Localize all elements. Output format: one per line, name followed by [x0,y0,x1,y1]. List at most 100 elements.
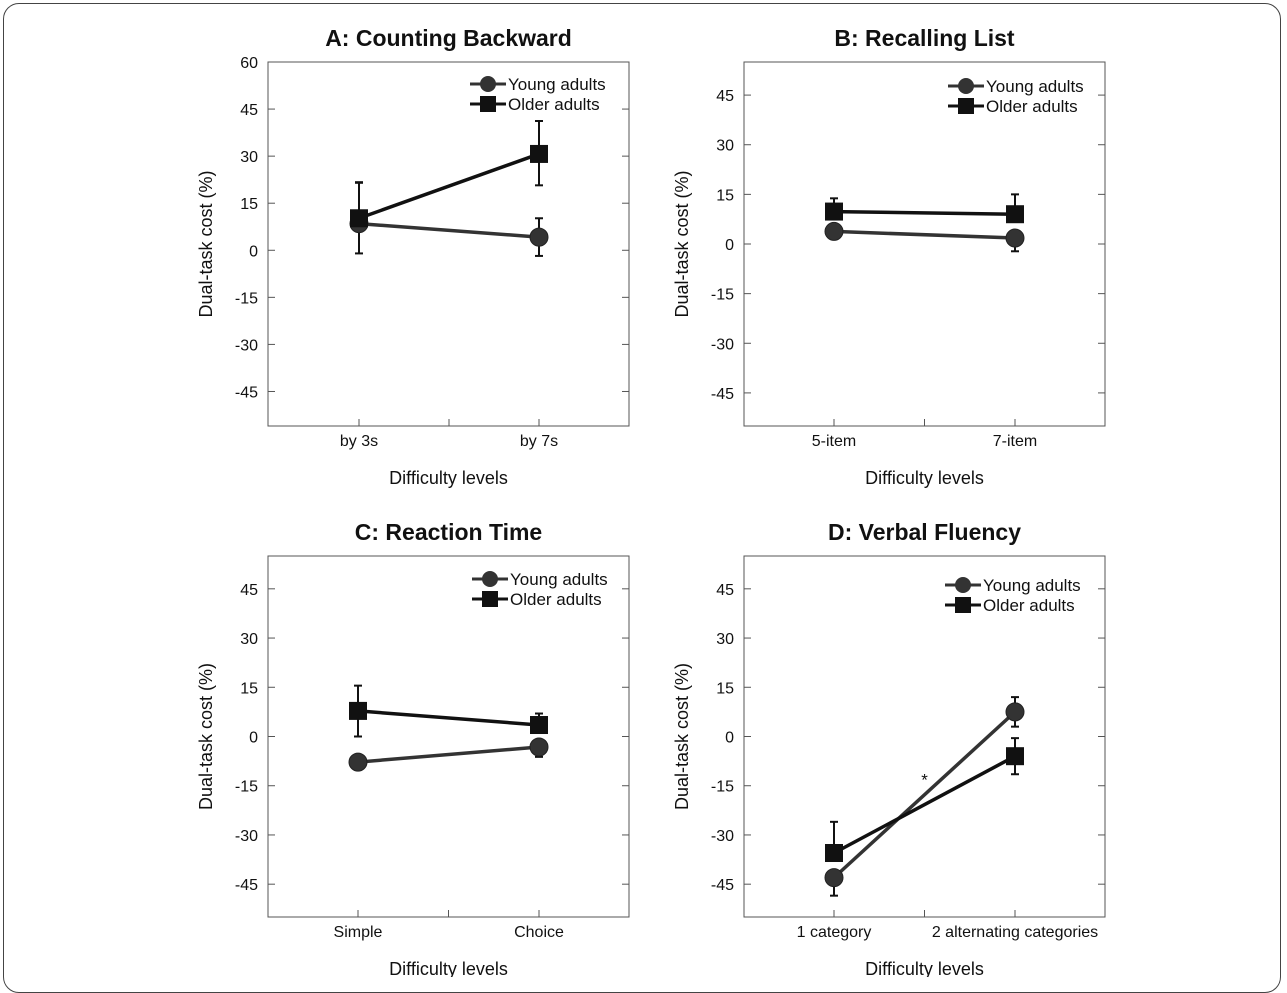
series-line [358,221,540,239]
series-line [357,709,540,727]
legend-marker-circle [482,571,498,587]
y-tick-label: 15 [240,680,258,697]
legend-label: Young adults [508,75,606,94]
legend-label: Young adults [510,570,608,589]
legend-marker-circle [958,78,974,94]
y-tick-label: 15 [716,680,734,697]
series-young-adults [348,737,549,772]
y-tick-label: -15 [711,287,734,304]
significance-marker: * [921,771,928,790]
y-tick-label: 15 [716,187,734,204]
y-tick-label: -15 [711,779,734,796]
legend-marker-square [955,597,971,613]
x-tick-label: 7-item [993,433,1037,450]
series-older-adults [825,737,1024,863]
y-tick-label: 30 [716,631,734,648]
x-axis-label: Difficulty levels [389,468,508,488]
data-point-square [350,209,368,228]
x-tick-label: 5-item [812,433,856,450]
y-axis-label: Dual-task cost (%) [196,170,216,317]
y-tick-label: 45 [716,88,734,105]
series-line [833,754,1016,855]
legend-label: Young adults [983,576,1081,595]
panel-title: C: Reaction Time [355,519,542,545]
x-tick-label: 2 alternating categories [932,924,1098,941]
y-tick-label: -45 [235,877,258,894]
legend-marker-square [480,96,496,112]
series-line [358,152,540,220]
panel-c: C: Reaction Time 45 30 15 0 -15 -30 -45 Simple Ch… [196,519,630,977]
x-tick-label: Simple [334,924,383,941]
y-tick-label: 0 [249,243,258,260]
panel-title: A: Counting Backward [325,25,572,51]
data-point-square [530,716,548,735]
x-axis-label: Difficulty levels [865,959,984,977]
series-young-adults [824,221,1025,253]
y-tick-label: -30 [711,336,734,353]
y-tick-label: 45 [240,102,258,119]
series-older-adults [349,684,548,738]
panel-title: D: Verbal Fluency [828,519,1021,545]
y-tick-label: -15 [235,290,258,307]
series-line [357,745,540,764]
plot-frame [743,61,1106,427]
x-tick-label: by 3s [340,433,378,450]
data-point-square [530,144,548,163]
legend-marker-square [958,98,974,114]
data-point-circle [348,752,368,772]
data-point-circle [824,868,844,888]
series-older-adults [350,119,548,228]
y-tick-label: -45 [235,384,258,401]
y-tick-label: 0 [725,730,734,747]
series-young-adults [349,181,549,257]
legend-label: Older adults [508,95,600,114]
data-point-circle [1005,702,1025,722]
panel-b: B: Recalling List 45 30 15 0 -15 -30 -45 5-item 7… [672,25,1106,488]
y-axis-label: Dual-task cost (%) [196,663,216,810]
data-point-circle [529,737,549,757]
x-tick-label: Choice [514,924,564,941]
series-young-adults [824,696,1025,897]
panel-a: A: Counting Backward 60 45 30 15 0 -15 -30 -45 by… [196,25,630,488]
series-line [832,710,1017,879]
panel-title: B: Recalling List [834,25,1015,51]
legend-label: Older adults [510,590,602,609]
y-tick-label: 30 [240,149,258,166]
y-axis-label: Dual-task cost (%) [672,170,692,317]
plot-frame [267,61,630,427]
y-tick-label: -45 [711,877,734,894]
x-tick-label: 1 category [797,924,872,941]
series-line [833,209,1016,216]
y-tick-label: 0 [249,730,258,747]
data-point-square [1006,747,1024,766]
data-point-square [349,701,367,720]
series-line [833,229,1016,240]
data-point-square [1006,205,1024,224]
y-axis-label: Dual-task cost (%) [672,663,692,810]
data-point-circle [824,221,844,241]
x-axis-label: Difficulty levels [865,468,984,488]
legend-label: Young adults [986,77,1084,96]
y-tick-label: 45 [240,582,258,599]
data-point-circle [529,227,549,247]
data-point-square [825,202,843,221]
plot-frame [267,555,630,918]
legend-label: Older adults [986,97,1078,116]
legend-marker-circle [955,577,971,593]
y-tick-label: 0 [725,237,734,254]
x-tick-label: by 7s [520,433,558,450]
y-tick-label: -45 [711,386,734,403]
legend-marker-square [482,591,498,607]
legend-marker-circle [480,76,496,92]
y-tick-label: 30 [716,138,734,155]
y-tick-label: -30 [235,828,258,845]
y-tick-label: 45 [716,582,734,599]
y-tick-label: -30 [711,828,734,845]
y-tick-label: 60 [240,55,258,72]
series-older-adults [825,193,1024,224]
x-axis-label: Difficulty levels [389,959,508,977]
